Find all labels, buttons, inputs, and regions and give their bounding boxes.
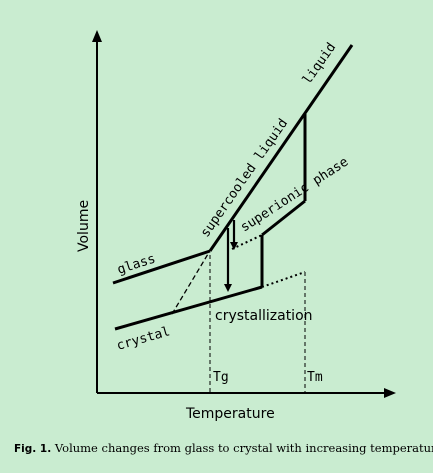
x-axis-label: Temperature [185,406,275,422]
caption-text: Volume changes from glass to crystal wit… [54,441,433,455]
y-axis-arrow-icon [92,30,102,42]
glass-line [112,249,211,285]
y-axis-label: Volume [76,200,92,252]
crystallization-label: crystallization [215,308,313,324]
tg-label: Tg [213,370,229,385]
crystal-extension [261,271,306,288]
crystal-label: crystal [115,324,172,354]
tm-label: Tm [307,370,323,385]
x-axis-arrow-icon [384,388,396,398]
liquid-label: liquid [300,40,339,87]
caption-label: Fig. 1. [14,443,52,455]
superionic-line [261,199,306,237]
crystal-line [114,285,263,331]
superionic-dotted [231,234,263,250]
liquid-line [208,44,354,252]
figure-caption: Fig. 1. Volume changes from glass to cry… [14,441,433,455]
glass-crystal-dashed [171,253,209,315]
